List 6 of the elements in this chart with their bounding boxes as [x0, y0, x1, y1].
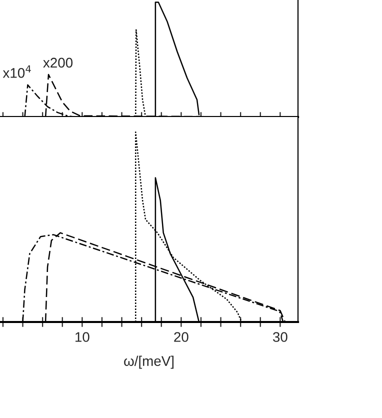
- x-tick-label: 30: [272, 332, 288, 342]
- x-axis-title: ω/[meV]: [124, 356, 174, 369]
- annotation: x10$^{4}$: [2, 65, 31, 78]
- x-tick-label: 20: [174, 332, 188, 342]
- x-tick-label: 10: [76, 332, 90, 342]
- annotation: x200: [43, 58, 73, 68]
